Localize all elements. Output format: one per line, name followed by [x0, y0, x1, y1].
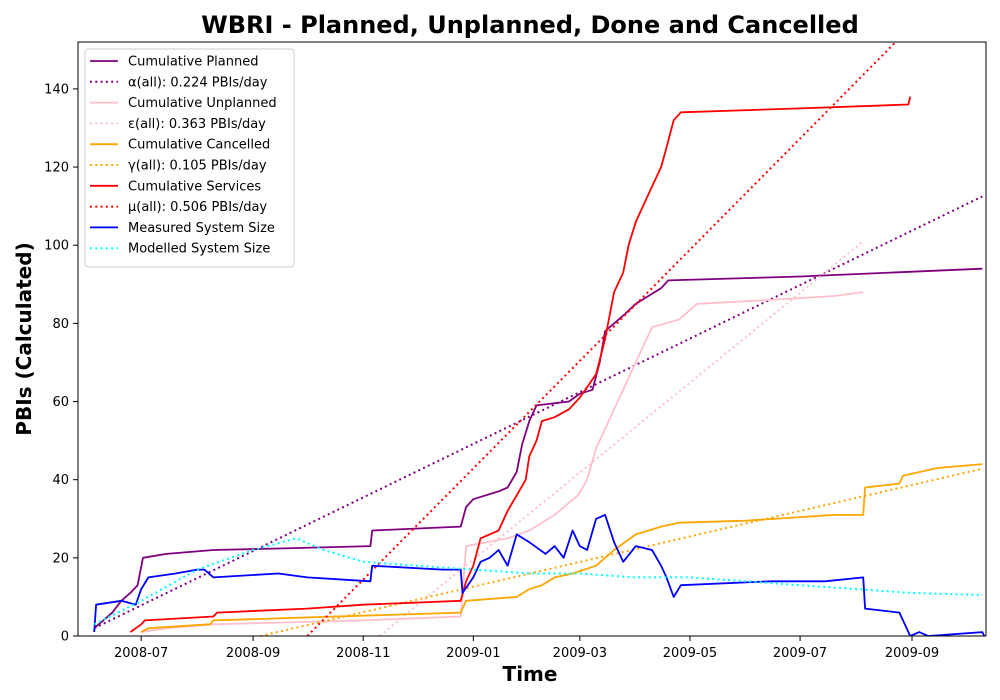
x-tick-label: 2009-09	[885, 646, 939, 661]
x-tick-label: 2009-01	[446, 646, 500, 661]
series-all-0-363-pbis-day	[378, 240, 864, 636]
legend: Cumulative Planned α(all): 0.224 PBIs/day…	[84, 48, 295, 268]
x-tick-label: 2009-05	[663, 646, 717, 661]
series-cumulative-unplanned	[141, 291, 864, 633]
legend-box	[84, 48, 295, 268]
y-tick-label: 80	[52, 317, 69, 332]
series-layer	[93, 42, 986, 636]
y-tick-label: 100	[44, 239, 69, 254]
legend-label: Cumulative Planned	[128, 55, 258, 70]
x-tick-label: 2008-07	[114, 646, 168, 661]
legend-label: γ(all): 0.105 PBIs/day	[128, 159, 267, 174]
series-modelled-system-size	[93, 537, 983, 626]
chart-title: WBRI - Planned, Unplanned, Done and Canc…	[201, 11, 859, 39]
legend-label: μ(all): 0.506 PBIs/day	[128, 200, 267, 215]
series-all-0-506-pbis-day	[306, 42, 897, 636]
x-tick-label: 2008-09	[226, 646, 280, 661]
x-tick-label: 2009-03	[553, 646, 607, 661]
series-all-0-224-pbis-day	[93, 195, 983, 630]
y-tick-label: 60	[52, 395, 69, 410]
y-tick-label: 140	[44, 82, 69, 97]
y-tick-label: 40	[52, 473, 69, 488]
series-cumulative-planned	[93, 267, 983, 629]
series-cumulative-cancelled	[140, 463, 983, 633]
legend-label: Cumulative Services	[128, 179, 261, 194]
x-tick-label: 2009-07	[773, 646, 827, 661]
x-axis: 2008-07 2008-09 2008-11 2009-01 2009-03 2009-…	[114, 636, 939, 661]
series-measured-system-size	[93, 514, 986, 636]
x-axis-label: Time	[503, 662, 558, 686]
series-cumulative-services	[129, 96, 912, 633]
series-all-0-105-pbis-day	[260, 467, 983, 636]
legend-label: ε(all): 0.363 PBIs/day	[128, 117, 266, 132]
plot-frame	[77, 41, 987, 637]
legend-label: Modelled System Size	[128, 242, 270, 257]
legend-label: Cumulative Unplanned	[128, 96, 277, 111]
y-axis: 0 20 40 60 80 100 120 140	[44, 82, 78, 645]
legend-label: Measured System Size	[128, 221, 275, 236]
y-tick-label: 120	[44, 161, 69, 176]
y-axis-label: PBIs (Calculated)	[12, 242, 36, 435]
x-tick-label: 2008-11	[336, 646, 390, 661]
y-tick-label: 20	[52, 551, 69, 566]
legend-label: α(all): 0.224 PBIs/day	[128, 75, 268, 90]
y-tick-label: 0	[61, 630, 69, 645]
legend-label: Cumulative Cancelled	[128, 138, 270, 153]
